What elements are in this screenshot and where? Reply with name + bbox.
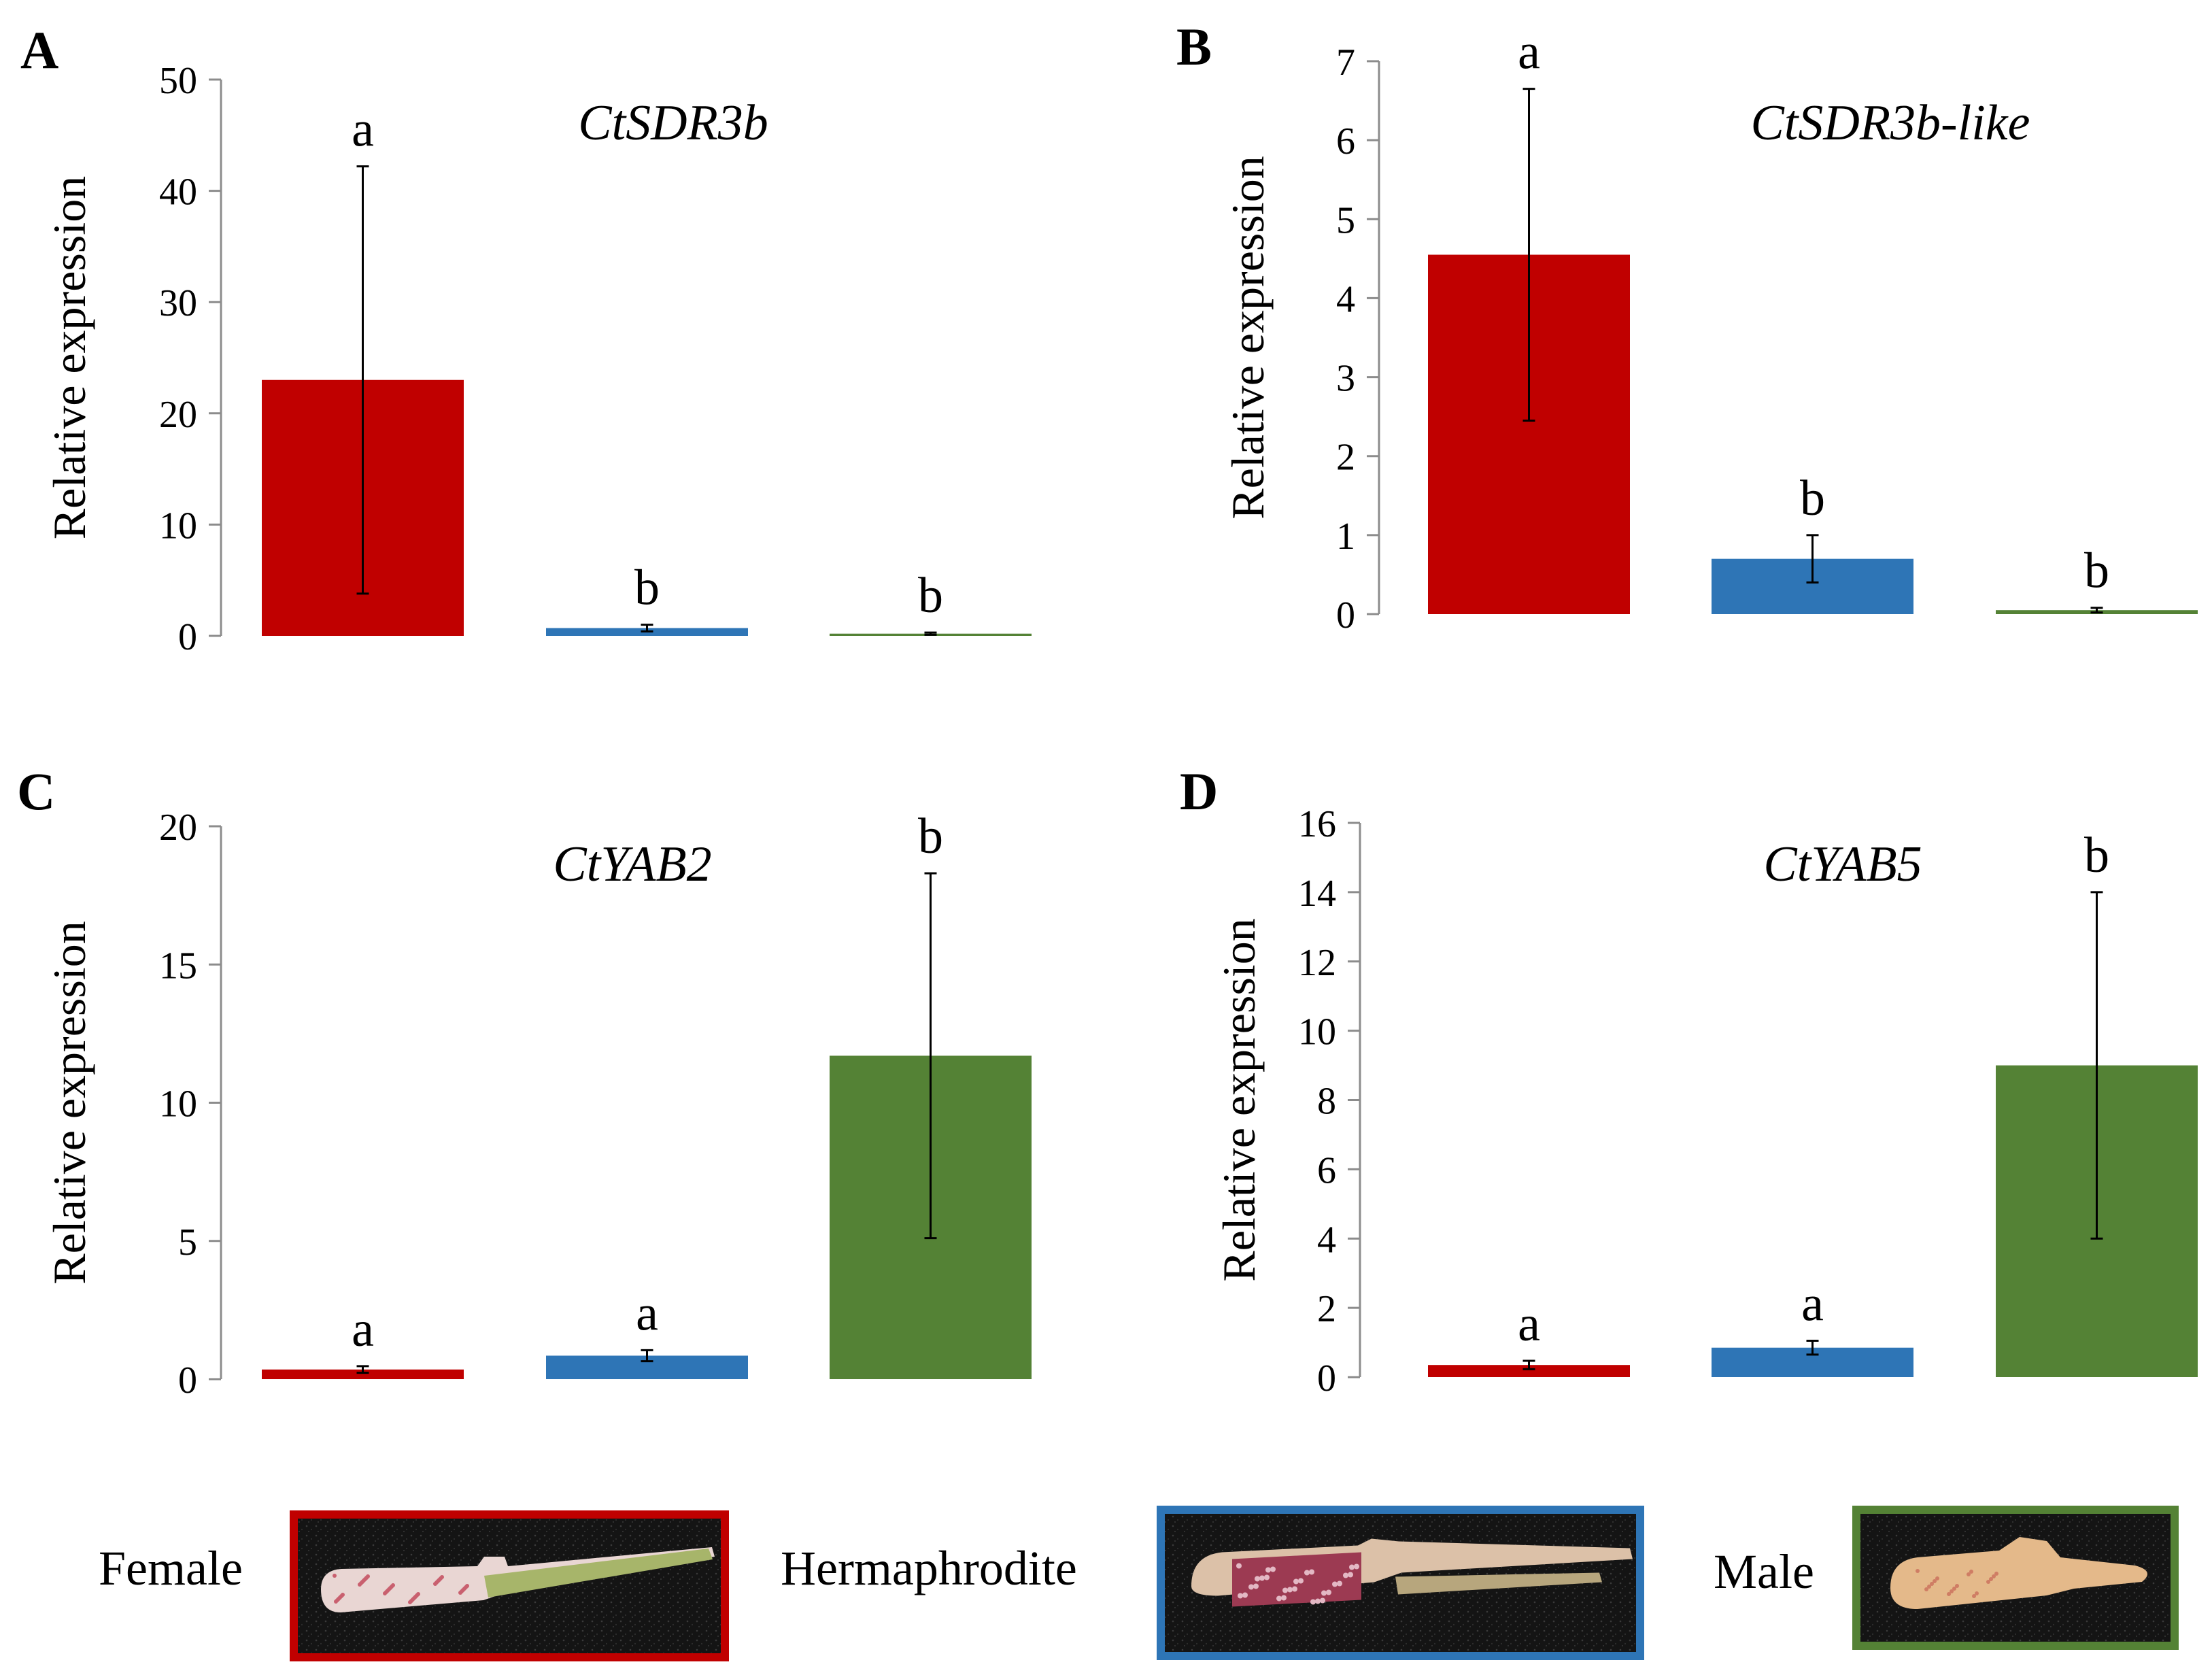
significance-label: a xyxy=(636,1285,658,1341)
panel-d: D CtYAB5 0 2 4 6 8 10 12 14 16 Relative expression a… xyxy=(1180,762,2198,1400)
significance-label: b xyxy=(918,568,943,624)
y-tick-label: 8 xyxy=(1317,1081,1336,1123)
legend-label: Hermaphrodite xyxy=(781,1541,1077,1595)
y-tick-label: 0 xyxy=(1336,594,1355,637)
significance-label: a xyxy=(1801,1276,1824,1332)
y-tick-label: 20 xyxy=(159,807,197,849)
y-tick-label: 15 xyxy=(159,945,197,987)
y-tick-label: 7 xyxy=(1336,41,1355,84)
specimen-photo xyxy=(1157,1506,1644,1660)
significance-label: b xyxy=(634,560,660,616)
y-tick-label: 10 xyxy=(1298,1011,1336,1053)
specimen-photo xyxy=(1852,1506,2179,1650)
gene-title: CtSDR3b-like xyxy=(1750,95,2030,151)
y-tick-label: 5 xyxy=(178,1221,197,1264)
y-tick-label: 30 xyxy=(159,282,197,324)
bar-female xyxy=(1428,1365,1630,1377)
y-tick-label: 0 xyxy=(178,1359,197,1402)
panel-letter: A xyxy=(20,20,58,80)
gene-title: CtYAB2 xyxy=(553,836,711,892)
significance-label: b xyxy=(2084,828,2109,883)
y-tick-label: 10 xyxy=(159,505,197,547)
y-tick-label: 1 xyxy=(1336,515,1355,558)
y-tick-label: 6 xyxy=(1336,120,1355,163)
y-tick-label: 6 xyxy=(1317,1149,1336,1191)
y-axis-label: Relative expression xyxy=(1213,918,1265,1281)
panel-letter: D xyxy=(1180,762,1218,821)
significance-label: b xyxy=(918,809,943,864)
y-tick-label: 4 xyxy=(1336,278,1355,320)
y-tick-label: 2 xyxy=(1336,437,1355,479)
y-tick-label: 0 xyxy=(1317,1357,1336,1400)
gene-title: CtYAB5 xyxy=(1763,836,1922,892)
significance-label: b xyxy=(2084,543,2109,599)
gene-title: CtSDR3b xyxy=(578,95,768,151)
legend-item-male: Male xyxy=(1714,1506,2179,1650)
y-tick-label: 0 xyxy=(178,616,197,658)
significance-label: a xyxy=(352,1302,374,1357)
y-axis-label: Relative expression xyxy=(44,176,95,539)
y-tick-label: 10 xyxy=(159,1083,197,1126)
legend-label: Male xyxy=(1714,1544,1814,1599)
panel-letter: C xyxy=(17,762,55,821)
panel-b: B CtSDR3b-like 0 1 2 3 4 5 6 7 Relative expression… xyxy=(1176,17,2198,637)
y-tick-label: 50 xyxy=(159,60,197,102)
significance-label: a xyxy=(352,102,374,158)
y-tick-label: 2 xyxy=(1317,1288,1336,1330)
panel-letter: B xyxy=(1176,17,1212,76)
y-tick-label: 3 xyxy=(1336,358,1355,400)
legend: Female Hermaphrodite Male xyxy=(99,1506,2179,1661)
y-tick-label: 4 xyxy=(1317,1219,1336,1261)
y-tick-label: 20 xyxy=(159,394,197,436)
legend-item-female: Female xyxy=(99,1510,729,1661)
y-tick-label: 14 xyxy=(1298,873,1336,915)
legend-label: Female xyxy=(99,1541,243,1595)
y-tick-label: 12 xyxy=(1298,942,1336,984)
significance-label: a xyxy=(1518,1296,1540,1352)
panel-a: A CtSDR3b 0 10 20 30 40 50 Relative expression a b… xyxy=(20,20,1032,658)
y-tick-label: 40 xyxy=(159,171,197,214)
panel-c: C CtYAB2 0 5 10 15 20 Relative expression a a b xyxy=(17,762,1032,1402)
y-tick-label: 5 xyxy=(1336,199,1355,241)
significance-label: b xyxy=(1800,471,1825,526)
y-tick-label: 16 xyxy=(1298,803,1336,845)
bar-female xyxy=(262,1369,464,1379)
legend-item-hermaphrodite: Hermaphrodite xyxy=(781,1506,1644,1660)
y-axis-label: Relative expression xyxy=(44,921,95,1284)
specimen-photo xyxy=(290,1510,729,1661)
y-axis-label: Relative expression xyxy=(1222,156,1274,519)
significance-label: a xyxy=(1518,24,1540,80)
